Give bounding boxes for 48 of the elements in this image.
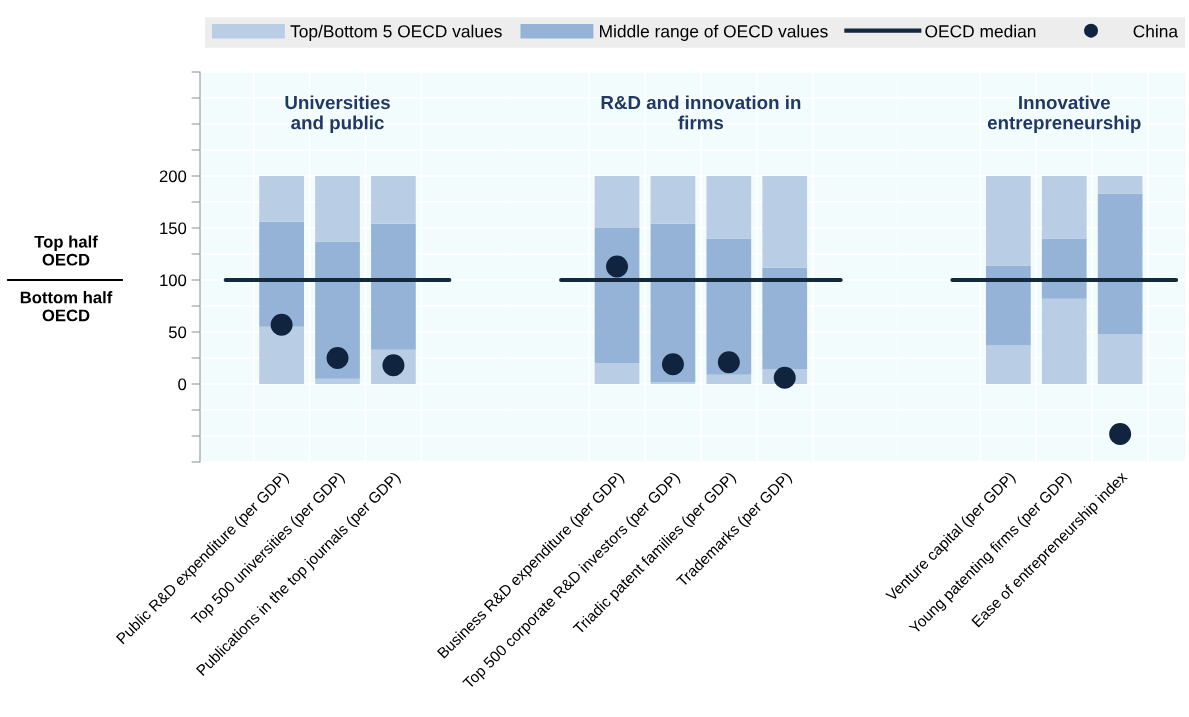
bar [706,176,752,239]
y-tick-label: 200 [159,170,187,183]
text: Universities and public [285,95,390,134]
bar [985,345,1031,384]
bar [706,238,752,375]
bar [762,267,808,370]
y-tick-label: 100 [160,274,187,287]
bar [1097,176,1143,194]
bar [315,176,360,242]
legend-label: OECD median [925,24,1036,38]
bar [259,176,304,222]
point [773,366,796,389]
bar [371,223,416,350]
y-tick-label: 0 [178,378,187,391]
bar [594,363,640,384]
point [270,313,293,336]
bar [650,223,696,382]
text: Bottom half OECD [20,291,113,322]
bar [706,374,752,384]
point [717,351,740,374]
text: Top half OECD [34,235,98,266]
point [606,255,629,278]
bar [650,176,696,224]
legend-label: China [1133,24,1179,38]
bar [1041,176,1087,239]
bar [259,221,304,327]
text: R&D and innovation in firms [601,95,801,130]
bar [315,241,360,379]
bar [985,176,1031,266]
bar [594,228,640,364]
bar [371,176,416,224]
bar [1041,238,1087,299]
legend-label: Top/Bottom 5 OECD values [290,24,502,41]
bar [985,265,1031,346]
bar [1097,193,1143,335]
y-tick-label: 150 [160,222,187,235]
bar [1097,334,1143,384]
bar [762,176,808,268]
bar [650,381,696,384]
point [661,353,684,376]
point [326,347,349,369]
bar [259,326,304,384]
text: Innovative entrepreneurship [987,95,1141,134]
bar [594,176,640,228]
legend-label: Middle range of OECD values [600,24,828,41]
bar [1041,298,1087,384]
bar [315,378,360,384]
y-tick-label: 50 [168,326,187,339]
